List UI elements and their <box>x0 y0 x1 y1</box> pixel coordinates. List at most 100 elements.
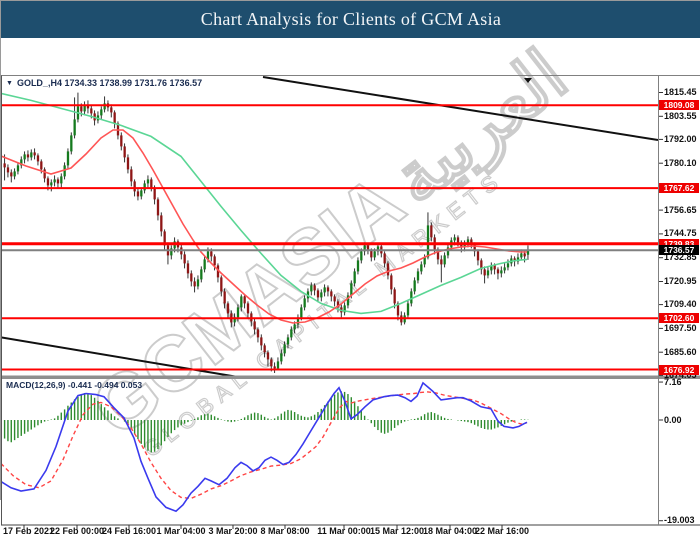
price-tick-label: 1674.05 <box>664 369 697 380</box>
candle-bear <box>430 225 433 238</box>
candle-bull <box>443 255 446 265</box>
candle-bear <box>10 172 13 177</box>
time-tick-label: 11 Mar 00:00 <box>317 526 371 536</box>
candle-bear <box>370 250 373 258</box>
time-tick-label: 22 Feb 00:00 <box>49 526 105 536</box>
candle-bull <box>426 225 430 258</box>
candle-bull <box>350 283 353 296</box>
candle-bear <box>523 253 526 257</box>
page-title: Chart Analysis for Clients of GCM Asia <box>200 9 502 29</box>
candle-bear <box>163 231 166 246</box>
price-tick-label: 1697.50 <box>664 322 697 333</box>
candle-bear <box>46 178 50 186</box>
candle-bear <box>80 106 83 112</box>
candle-bear <box>383 253 386 264</box>
macd-main-line <box>1 381 528 513</box>
candle-bear <box>270 359 273 367</box>
time-tick-label: 22 Mar 16:00 <box>474 526 530 536</box>
candle-bear <box>273 366 276 369</box>
candle-bear <box>150 179 153 188</box>
candle-bear <box>266 352 270 360</box>
candle-bull <box>280 353 283 362</box>
candle-bear <box>256 329 260 338</box>
candle-bear <box>193 281 196 287</box>
symbol-dropdown-icon[interactable]: ▼ <box>6 79 13 87</box>
candle-bull <box>233 317 236 323</box>
candle-bull <box>103 103 106 110</box>
candle-bull <box>423 257 426 265</box>
candle-bear <box>153 187 156 200</box>
title-bar: Chart Analysis for Clients of GCM Asia <box>1 1 700 38</box>
candle-bear <box>386 263 390 276</box>
symbol-header: ▼ GOLD_,H4 1734.33 1738.99 1731.76 1736.… <box>6 78 202 88</box>
candle-bull <box>276 361 280 369</box>
candle-bear <box>476 251 480 261</box>
candle-bull <box>20 159 23 166</box>
candle-bull <box>206 251 210 260</box>
candle-bull <box>503 267 506 271</box>
time-tick-label: 24 Feb 16:00 <box>101 526 157 536</box>
candle-bull <box>416 271 420 281</box>
candle-bull <box>353 271 356 284</box>
candle-bear <box>483 269 486 276</box>
candle-bear <box>6 167 10 173</box>
price-tick-label: 1803.55 <box>664 110 697 121</box>
candle-bear <box>56 179 60 184</box>
candle-bull <box>363 245 366 252</box>
macd-pane <box>1 381 529 513</box>
candle-bear <box>43 169 46 179</box>
candle-bear <box>223 291 226 304</box>
trendline <box>262 76 659 141</box>
candle-bull <box>323 287 326 293</box>
candle-bull <box>200 269 203 280</box>
level-price-badge: 1809.08 <box>659 100 699 111</box>
candle-bear <box>493 265 496 270</box>
candle-bull <box>526 250 530 255</box>
candle-bear <box>133 181 136 192</box>
candle-bear <box>333 296 336 302</box>
candle-bull <box>196 279 200 287</box>
candle-bear <box>33 152 36 156</box>
candle-bull <box>73 119 76 136</box>
candle-bear <box>26 154 30 158</box>
level-price-badge: 1767.62 <box>659 183 699 194</box>
candle-bull <box>30 152 33 158</box>
candle-bull <box>170 248 173 256</box>
symbol-ohlc-text: GOLD_,H4 1734.33 1738.99 1731.76 1736.57 <box>16 78 203 88</box>
candle-bear <box>263 345 266 353</box>
candle-bull <box>143 183 146 191</box>
candle-bear <box>436 249 440 260</box>
candle-bear <box>260 337 263 346</box>
candle-bear <box>86 105 90 109</box>
candle-bull <box>446 247 450 256</box>
price-tick-label: 1732.85 <box>664 252 697 263</box>
candle-bull <box>406 303 410 316</box>
ma-slow-green-line <box>1 92 528 315</box>
price-tick-label: 1792.00 <box>664 133 697 144</box>
candle-bear <box>120 135 123 147</box>
candle-bull <box>506 263 510 268</box>
candle-bull <box>23 154 26 160</box>
candle-bull <box>60 176 63 184</box>
candle-bull <box>343 305 346 313</box>
macd-signal-line <box>1 391 528 500</box>
candle-bull <box>283 344 286 354</box>
candle-bear <box>480 260 483 270</box>
candle-bull <box>240 296 243 308</box>
level-price-badge: 1702.60 <box>659 313 699 324</box>
macd-indicator-label: MACD(12,26,9) -0.441 -0.494 0.053 <box>6 380 143 390</box>
time-tick-label: 1 Mar 04:00 <box>156 526 206 536</box>
candle-bull <box>413 280 416 292</box>
candle-bull <box>346 295 350 306</box>
candle-bear <box>90 108 93 114</box>
candle-bull <box>53 179 56 183</box>
time-tick-label: 18 Mar 04:00 <box>422 526 478 536</box>
candle-bear <box>243 296 246 304</box>
candle-bull <box>373 251 376 258</box>
macd-tick-label: -19.003 <box>664 515 695 526</box>
current-price-badge: 1736.57 <box>659 245 699 256</box>
candle-bear <box>470 239 473 245</box>
chart-frame: GCMASIA العربية GLOBAL CAPITAL MARKETS ▼ G… <box>1 38 700 536</box>
price-tick-label: 1685.60 <box>664 346 697 357</box>
